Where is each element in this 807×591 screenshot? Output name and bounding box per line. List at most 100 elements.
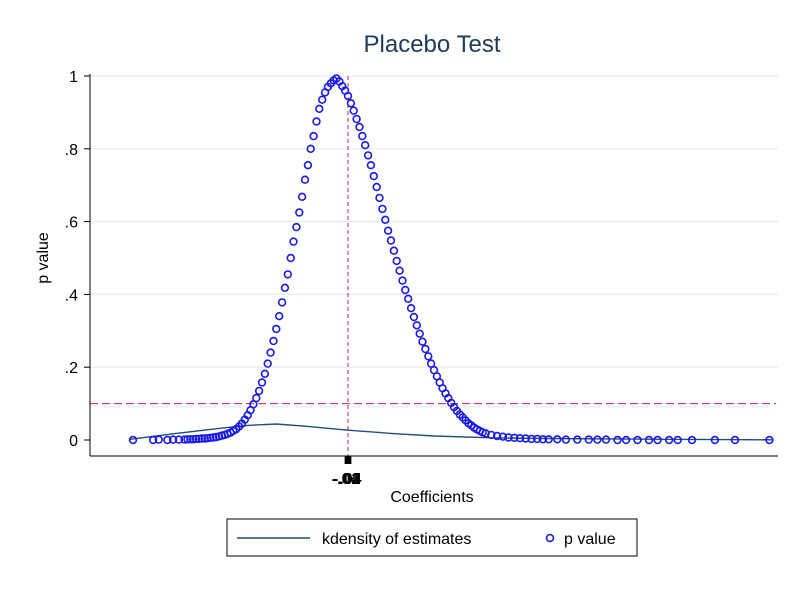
- p-value-point: [168, 435, 178, 444]
- p-value-point: [710, 435, 720, 445]
- p-value-point: [504, 433, 513, 442]
- p-value-point: [653, 435, 662, 445]
- p-value-point: [252, 393, 261, 403]
- p-value-point: [369, 171, 378, 181]
- p-value-point: [257, 378, 267, 387]
- p-value-point: [644, 435, 654, 445]
- p-value-point: [378, 204, 387, 214]
- p-value-point: [515, 434, 525, 443]
- p-value-point: [303, 161, 313, 170]
- p-value-point: [272, 324, 281, 334]
- p-value-point: [286, 253, 295, 263]
- p-value-point: [673, 435, 682, 445]
- p-value-point: [128, 435, 138, 445]
- p-value-point: [375, 193, 384, 203]
- p-value-point: [383, 226, 393, 235]
- p-value-point: [621, 435, 631, 445]
- p-value-point: [349, 106, 358, 115]
- y-tick-label-0: 0: [69, 433, 78, 450]
- p-value-point: [389, 246, 399, 255]
- p-value-point: [573, 435, 582, 444]
- p-value-point: [601, 435, 611, 444]
- p-value-point: [372, 182, 381, 192]
- y-tick-label-2: .4: [65, 287, 78, 304]
- p-value-point: [418, 337, 427, 346]
- p-value-point: [174, 435, 184, 444]
- p-value-point: [361, 141, 370, 150]
- p-value-point: [409, 312, 419, 322]
- p-value-point: [584, 435, 593, 444]
- p-value-point: [613, 435, 622, 445]
- p-value-point: [593, 435, 602, 444]
- p-value-point: [254, 386, 264, 396]
- p-value-point: [309, 131, 318, 141]
- p-value-point: [426, 359, 436, 368]
- p-value-point: [527, 434, 536, 444]
- p-value-point: [346, 99, 356, 108]
- p-value-point: [421, 344, 430, 354]
- p-value-point: [553, 435, 562, 444]
- legend-entry-kdensity: kdensity of estimates: [322, 531, 471, 548]
- p-value-point: [269, 336, 278, 346]
- p-value-point: [180, 435, 189, 444]
- reference-lines: [90, 76, 776, 456]
- p-value-point: [406, 304, 416, 313]
- p-value-point: [183, 435, 192, 444]
- p-value-point: [358, 131, 367, 141]
- p-value-point: [266, 348, 275, 357]
- legend-box: [226, 518, 638, 557]
- p-value-point: [263, 359, 272, 368]
- p-value-point: [277, 298, 287, 307]
- p-value-point: [343, 91, 353, 101]
- p-value-point: [532, 434, 542, 444]
- p-value-point: [300, 175, 310, 184]
- kdensity-line: [130, 423, 773, 441]
- p-value-point: [163, 435, 172, 445]
- chart-title: Placebo Test: [364, 31, 501, 58]
- legend-marker-swatch: [545, 533, 555, 543]
- p-value-point: [297, 192, 307, 202]
- p-value-point: [312, 117, 321, 126]
- p-value-point: [275, 312, 284, 321]
- x-tick-label-2: 0: [344, 471, 353, 488]
- p-value-point: [415, 329, 424, 338]
- p-value-point: [295, 208, 304, 217]
- y-axis-ticks: 0 .2 .4 .6 .8 1: [65, 69, 90, 450]
- p-value-point: [352, 114, 361, 124]
- p-value-point: [292, 222, 301, 232]
- x-axis-ticks: -.04-.020.02.04: [332, 456, 362, 488]
- p-value-point: [498, 432, 507, 441]
- p-value-point: [191, 434, 201, 444]
- x-tick-label-3: .02: [338, 471, 360, 488]
- p-value-point: [544, 435, 553, 444]
- p-value-point: [424, 352, 433, 361]
- p-value-point: [283, 270, 292, 279]
- p-value-point: [487, 430, 496, 440]
- p-value-point: [730, 435, 740, 445]
- p-value-point: [633, 435, 642, 445]
- gridlines: [90, 75, 778, 368]
- p-value-point: [306, 144, 315, 154]
- p-value-point: [318, 95, 327, 104]
- p-value-point: [492, 431, 502, 441]
- p-value-point: [355, 122, 364, 132]
- p-value-point: [395, 266, 404, 275]
- x-tick-label-1: -.02: [333, 471, 361, 488]
- p-value-point: [280, 283, 290, 292]
- x-tick-label-0: -.04: [332, 471, 360, 488]
- p-value-point: [398, 276, 407, 285]
- y-tick-label-5: 1: [69, 69, 78, 86]
- p-value-point: [687, 435, 697, 445]
- y-tick-label-3: .6: [65, 215, 78, 232]
- p-value-point: [392, 256, 401, 266]
- y-tick-label-4: .8: [65, 142, 78, 159]
- p-value-point: [765, 435, 774, 445]
- x-tick-label-4: .04: [339, 471, 361, 488]
- p-value-point: [521, 434, 530, 443]
- p-value-point: [315, 104, 324, 114]
- p-value-point: [289, 237, 298, 246]
- p-value-point: [186, 435, 195, 444]
- x-axis-label: Coefficients: [390, 489, 473, 506]
- p-value-point: [154, 435, 164, 444]
